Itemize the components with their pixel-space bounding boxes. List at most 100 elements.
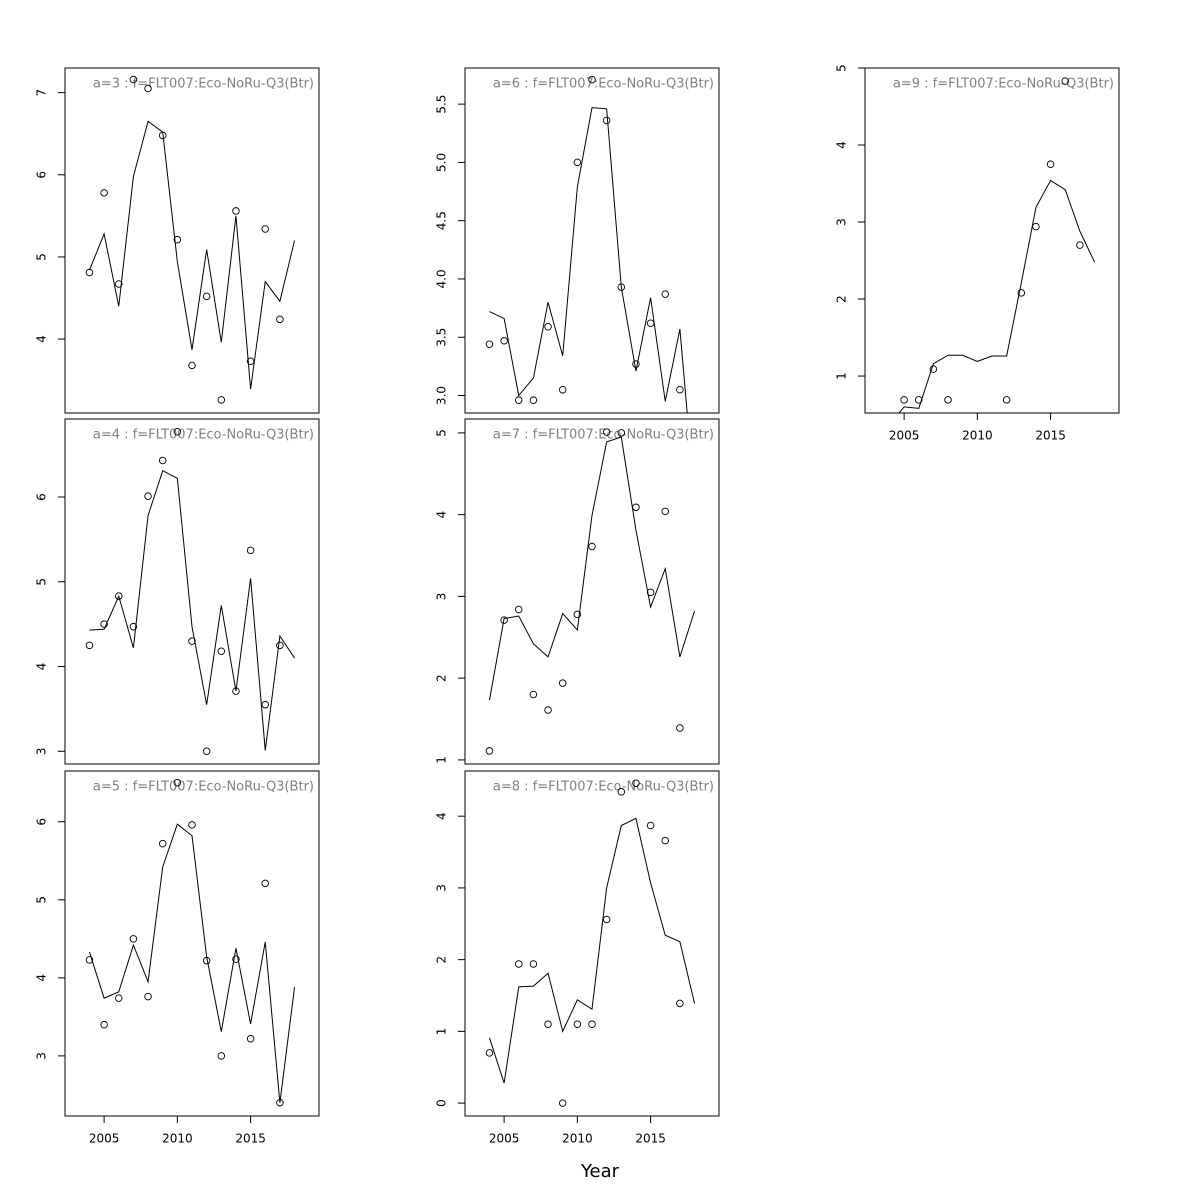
observed-point (85, 268, 94, 277)
observed-point (500, 336, 508, 345)
observed-point (1032, 222, 1040, 231)
observed-point (929, 365, 938, 373)
observed-point (232, 955, 240, 963)
x-axis-label: Year (580, 1161, 620, 1182)
observed-point (500, 616, 508, 624)
observed-point (115, 280, 123, 288)
panel-frame (464, 418, 720, 765)
observed-point (261, 879, 269, 888)
observed-point (144, 992, 152, 1001)
fitted-line (488, 817, 696, 1084)
observed-point (617, 429, 626, 437)
observed-point (276, 315, 284, 324)
panel-title: a=4 : f=FLT007:Eco-NoRu-Q3(Btr) (93, 428, 314, 443)
panel: a=4 : f=FLT007:Eco-NoRu-Q3(Btr) 3 4 5 6 (35, 418, 320, 765)
observed-point (602, 428, 611, 436)
x-tick-label: 2005 (489, 1132, 520, 1146)
observed-point (173, 235, 182, 244)
panel-frame (464, 67, 720, 414)
observed-point (85, 956, 94, 964)
y-tick-label: 3 (835, 218, 849, 226)
observed-point (1061, 77, 1069, 85)
x-tick-label: 2010 (162, 1132, 193, 1146)
observed-point (529, 396, 538, 404)
observed-point (485, 747, 494, 755)
observed-point (232, 207, 240, 215)
y-tick-label: 5.5 (435, 95, 449, 114)
x-tick-label: 2015 (635, 1132, 666, 1146)
observed-point (217, 647, 226, 656)
observed-point (558, 1099, 567, 1107)
observed-point (617, 788, 626, 796)
observed-point (676, 999, 684, 1008)
observed-point (129, 935, 138, 943)
fitted-line (489, 107, 688, 413)
x-tick-label: 2010 (562, 1132, 593, 1146)
observed-point (646, 319, 655, 328)
y-tick-label: 5 (35, 578, 49, 586)
x-tick-label: 2010 (962, 429, 993, 443)
y-tick-label: 1 (435, 756, 449, 764)
fitted-line (89, 469, 295, 751)
observed-point (602, 116, 611, 125)
panel: a=9 : f=FLT007:Eco-NoRu-Q3(Btr) 1 2 3 4 5 2005… (835, 64, 1120, 443)
observed-point (129, 622, 138, 631)
y-tick-label: 4 (835, 141, 849, 149)
observed-point (515, 960, 523, 968)
observed-point (646, 821, 655, 830)
observed-point (661, 290, 669, 298)
observed-point (276, 641, 284, 650)
y-tick-label: 4.0 (435, 269, 449, 288)
observed-point (485, 340, 494, 348)
observed-point (617, 283, 626, 291)
observed-point (129, 75, 138, 84)
panel: a=3 : f=FLT007:Eco-NoRu-Q3(Btr) 4 5 6 7 (35, 67, 320, 414)
panel-frame (64, 67, 320, 414)
observed-point (588, 75, 596, 84)
panel-title: a=3 : f=FLT007:Eco-NoRu-Q3(Btr) (93, 77, 314, 92)
panel: a=5 : f=FLT007:Eco-NoRu-Q3(Btr) 3 4 5 6 2005 2… (35, 770, 320, 1146)
observed-point (676, 724, 684, 732)
observed-point (944, 396, 952, 404)
observed-point (158, 131, 167, 140)
observed-point (188, 637, 196, 645)
observed-point (188, 821, 196, 829)
y-tick-label: 4 (435, 511, 449, 519)
observed-point (602, 915, 611, 924)
y-tick-label: 5.0 (435, 153, 449, 172)
observed-point (202, 747, 211, 756)
observed-point (232, 687, 240, 695)
observed-point (632, 779, 640, 787)
observed-point (558, 679, 567, 687)
y-tick-label: 4.5 (435, 211, 449, 230)
y-tick-label: 3 (435, 884, 449, 892)
y-tick-label: 3 (35, 1052, 49, 1060)
panel: a=6 : f=FLT007:Eco-NoRu-Q3(Btr) 3.0 3.5 4.0… (435, 67, 720, 414)
observed-point (100, 1020, 108, 1029)
observed-point (173, 427, 182, 436)
observed-point (632, 503, 640, 512)
observed-point (573, 1020, 582, 1028)
observed-point (246, 1034, 255, 1043)
x-tick-label: 2015 (1035, 429, 1066, 443)
y-tick-label: 2 (435, 674, 449, 682)
observed-point (246, 546, 255, 555)
y-tick-label: 6 (35, 493, 49, 501)
observed-point (100, 620, 108, 628)
observed-point (276, 1098, 284, 1107)
x-tick-label: 2005 (89, 1132, 120, 1146)
observed-point (188, 361, 196, 370)
observed-point (573, 610, 582, 619)
observed-point (588, 1020, 596, 1028)
y-tick-label: 5 (835, 64, 849, 72)
observed-point (115, 592, 123, 600)
y-tick-label: 4 (35, 335, 49, 343)
fitted-line (488, 436, 696, 701)
fitted-line (88, 120, 296, 390)
y-tick-label: 1 (435, 1028, 449, 1036)
observed-point (217, 1052, 226, 1060)
y-tick-label: 7 (35, 89, 49, 97)
panel-title: a=8 : f=FLT007:Eco-NoRu-Q3(Btr) (493, 780, 714, 795)
observed-point (646, 588, 655, 597)
